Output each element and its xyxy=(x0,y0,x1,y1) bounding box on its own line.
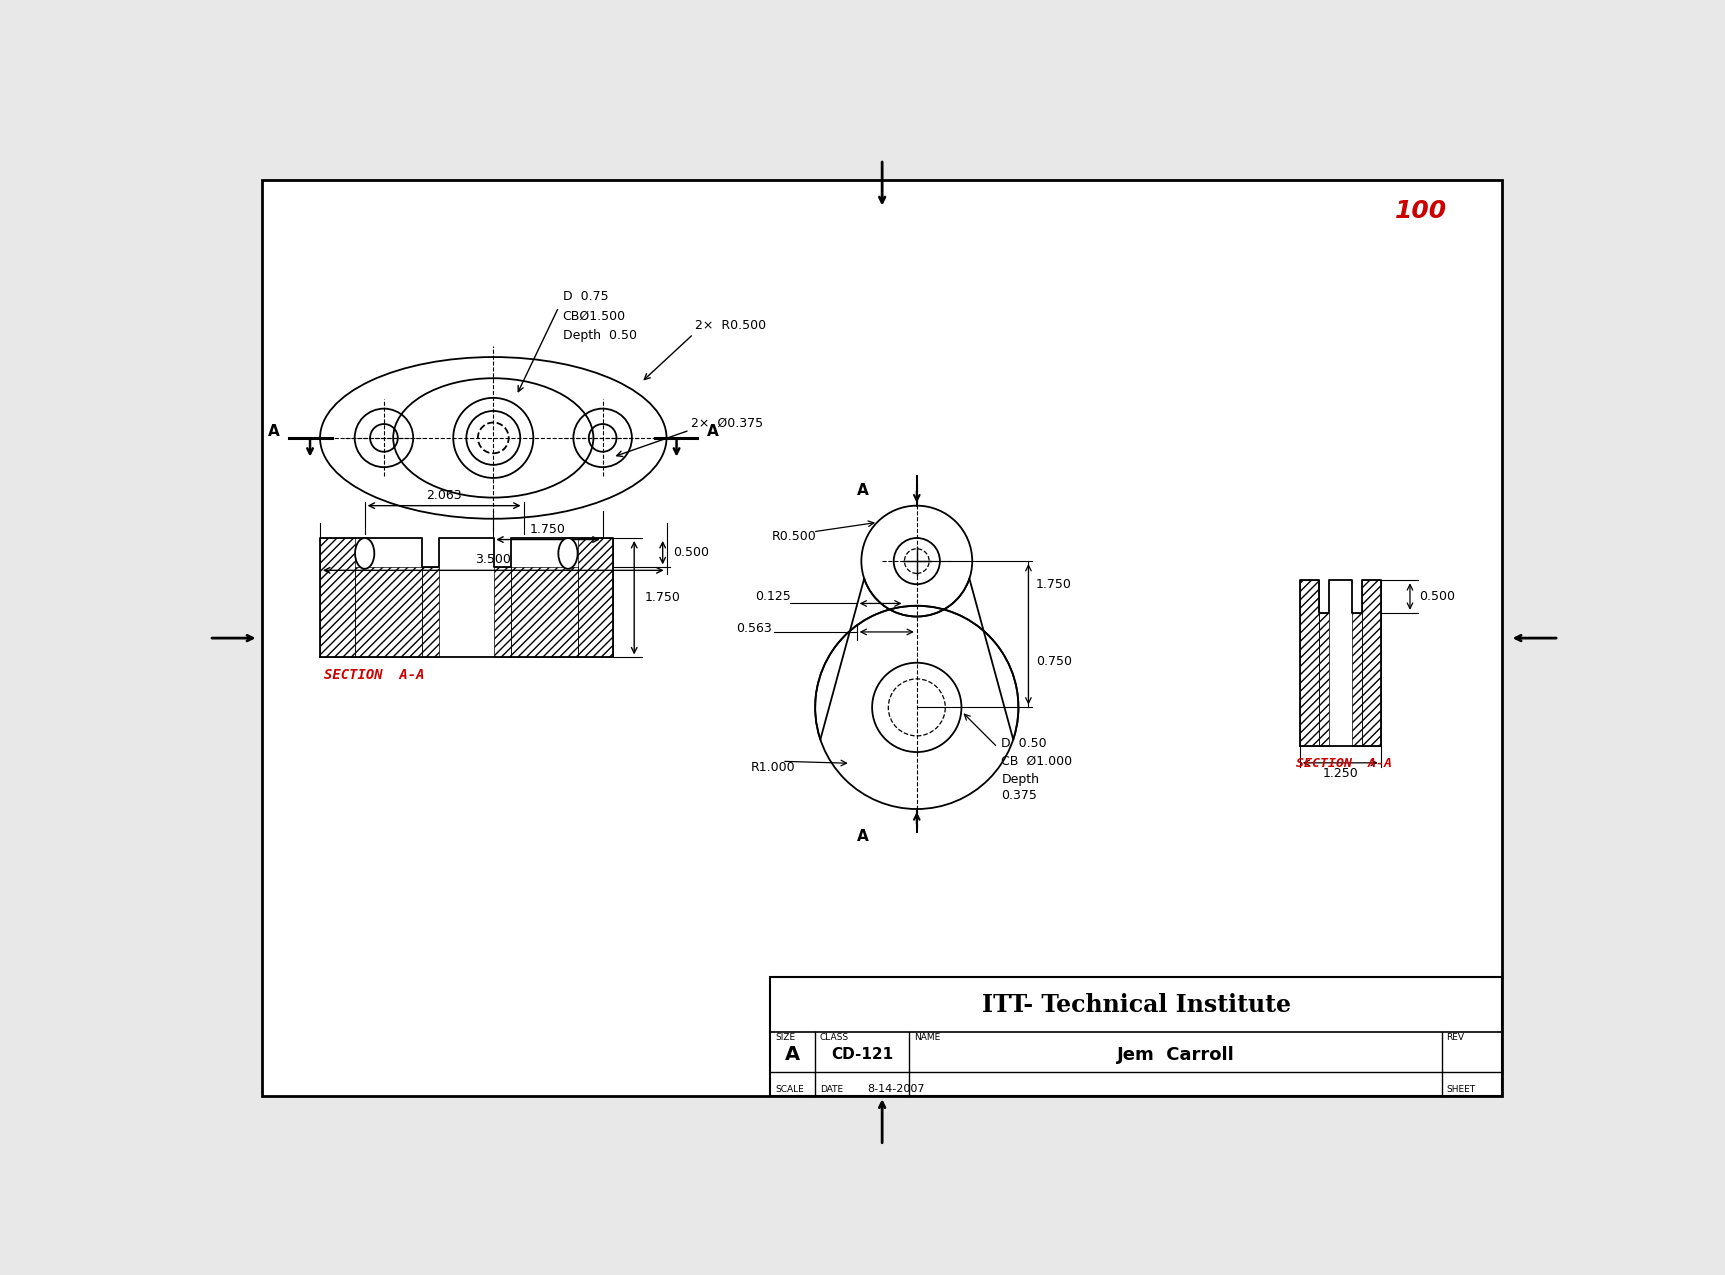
Text: SIZE: SIZE xyxy=(775,1033,795,1042)
Text: CB  Ø1.000: CB Ø1.000 xyxy=(1002,755,1073,768)
Text: 2.063: 2.063 xyxy=(426,488,462,502)
Text: A: A xyxy=(857,483,869,497)
Text: ITT- Technical Institute: ITT- Technical Institute xyxy=(982,993,1290,1016)
Bar xyxy=(321,538,355,658)
Bar xyxy=(1318,613,1328,746)
Text: SECTION  A-A: SECTION A-A xyxy=(324,668,424,682)
Bar xyxy=(493,567,511,658)
Text: CD-121: CD-121 xyxy=(831,1047,894,1062)
Text: A: A xyxy=(267,425,279,440)
Text: 0.750: 0.750 xyxy=(1037,655,1073,668)
Text: Depth  0.50: Depth 0.50 xyxy=(562,329,637,342)
Text: 100: 100 xyxy=(1396,199,1447,223)
Text: 1.750: 1.750 xyxy=(530,523,566,536)
Text: NAME: NAME xyxy=(914,1033,940,1042)
Text: 8-14-2007: 8-14-2007 xyxy=(868,1084,925,1094)
Text: 0.500: 0.500 xyxy=(673,546,709,560)
Text: A: A xyxy=(785,1046,800,1065)
Bar xyxy=(423,567,438,658)
Text: SCALE: SCALE xyxy=(775,1085,804,1094)
Bar xyxy=(771,977,1502,1096)
Text: 0.375: 0.375 xyxy=(1002,789,1037,802)
Text: 1.250: 1.250 xyxy=(1323,766,1358,780)
Text: A: A xyxy=(857,829,869,844)
Text: SECTION  A-A: SECTION A-A xyxy=(1295,757,1392,770)
Text: REV: REV xyxy=(1447,1033,1465,1042)
Bar xyxy=(511,567,578,658)
Text: 0.563: 0.563 xyxy=(737,622,771,635)
Text: CLASS: CLASS xyxy=(819,1033,849,1042)
Text: SHEET: SHEET xyxy=(1447,1085,1475,1094)
Text: D  0.50: D 0.50 xyxy=(1002,737,1047,751)
Text: R0.500: R0.500 xyxy=(773,529,816,543)
Text: 0.500: 0.500 xyxy=(1420,590,1456,603)
Text: 1.750: 1.750 xyxy=(643,592,680,604)
Text: Depth: Depth xyxy=(1002,773,1040,785)
Text: 2×  R0.500: 2× R0.500 xyxy=(695,320,766,333)
Text: CBØ1.500: CBØ1.500 xyxy=(562,310,626,323)
Ellipse shape xyxy=(321,357,666,519)
Bar xyxy=(1361,580,1380,746)
Text: R1.000: R1.000 xyxy=(752,761,795,774)
Text: 0.125: 0.125 xyxy=(756,589,790,603)
Bar xyxy=(355,567,423,658)
Polygon shape xyxy=(1301,580,1380,746)
Text: DATE: DATE xyxy=(819,1085,844,1094)
Bar xyxy=(578,538,612,658)
Text: Jem  Carroll: Jem Carroll xyxy=(1116,1046,1235,1063)
Bar xyxy=(1352,613,1361,746)
Text: 1.750: 1.750 xyxy=(1037,578,1071,592)
Ellipse shape xyxy=(559,538,578,569)
Text: D  0.75: D 0.75 xyxy=(562,291,609,303)
Polygon shape xyxy=(321,538,612,658)
Ellipse shape xyxy=(355,538,374,569)
Ellipse shape xyxy=(393,379,593,497)
Text: A: A xyxy=(707,425,719,440)
Text: 2×  Ø0.375: 2× Ø0.375 xyxy=(692,417,762,430)
Text: 3.500: 3.500 xyxy=(476,553,511,566)
Bar xyxy=(1301,580,1318,746)
Polygon shape xyxy=(816,579,1018,740)
